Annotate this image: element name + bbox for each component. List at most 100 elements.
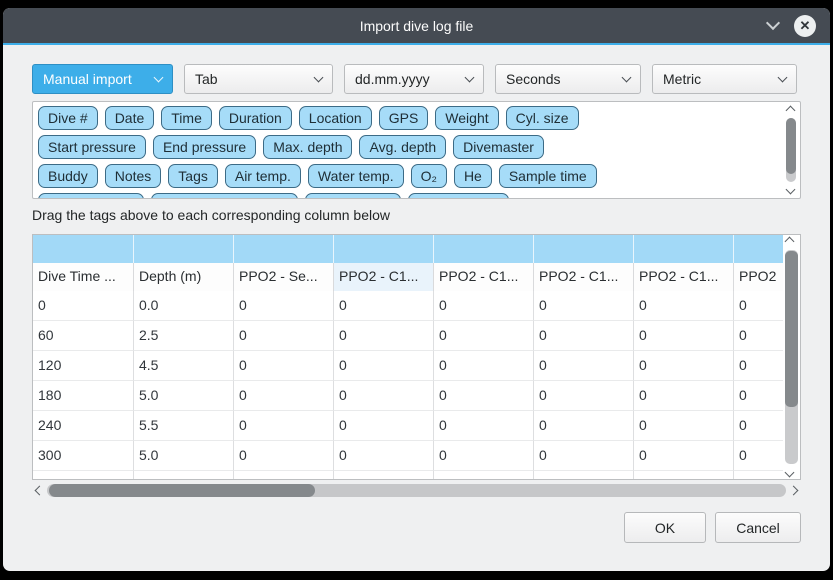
tag-sample-po[interactable]: Sample pO₂	[305, 193, 401, 198]
table-cell: 0	[334, 381, 434, 411]
drop-target-cell[interactable]	[334, 235, 434, 263]
column-header-ppo2-c1[interactable]: PPO2 - C1...	[434, 263, 534, 291]
tag-location[interactable]: Location	[298, 106, 372, 130]
column-header-ppo2-c1[interactable]: PPO2 - C1...	[534, 263, 634, 291]
import-options-row: Manual import Tab dd.mm.yyyy Seconds Metric	[32, 64, 801, 94]
tag-gps[interactable]: GPS	[378, 106, 429, 130]
chevron-down-icon	[777, 72, 788, 82]
tag-weight[interactable]: Weight	[435, 106, 499, 130]
tag-end-pressure[interactable]: End pressure	[152, 135, 257, 159]
combo-value: Seconds	[506, 71, 561, 87]
column-header-ppo2-se[interactable]: PPO2 - Se...	[234, 263, 334, 291]
table-cell: 0	[334, 411, 434, 441]
combo-metric[interactable]: Metric	[652, 64, 797, 94]
table-cell: 0	[434, 291, 534, 321]
table-cell: 0	[234, 291, 334, 321]
scroll-thumb[interactable]	[49, 484, 316, 497]
tag-duration[interactable]: Duration	[218, 106, 292, 130]
tag-he[interactable]: He	[453, 164, 492, 188]
tag-buddy[interactable]: Buddy	[38, 164, 98, 188]
table-cell: 5.0	[134, 381, 234, 411]
drop-target-cell[interactable]	[33, 235, 134, 263]
table-cell	[434, 471, 534, 479]
table-cell: 0	[634, 441, 734, 471]
close-button[interactable]: ✕	[794, 14, 816, 37]
table-cell: 0	[634, 411, 734, 441]
titlebar[interactable]: Import dive log file ✕	[3, 8, 830, 45]
combo-tab[interactable]: Tab	[184, 64, 333, 94]
scroll-up-icon[interactable]	[785, 105, 796, 116]
tag-pool-scrollbar[interactable]	[784, 104, 798, 196]
tag-time[interactable]: Time	[161, 106, 212, 130]
scroll-track[interactable]	[47, 484, 786, 497]
chevron-down-icon	[621, 72, 632, 82]
cancel-button[interactable]: Cancel	[715, 512, 801, 543]
tag-row: Sample depth Sample temperature Sample pO₂…	[38, 193, 780, 198]
tag-water-temp[interactable]: Water temp.	[307, 164, 404, 188]
table-vertical-scrollbar[interactable]	[783, 235, 800, 479]
table-cell: 0	[534, 411, 634, 441]
tag-date[interactable]: Date	[104, 106, 155, 130]
drop-target-cell[interactable]	[634, 235, 734, 263]
table-row: 180 5.0 0 0 0 0 0 0	[33, 381, 783, 411]
combo-manual-import[interactable]: Manual import	[32, 64, 173, 94]
table-cell: 0	[734, 411, 783, 441]
tag-row: Buddy Notes Tags Air temp. Water temp. O₂ He Sa…	[38, 164, 780, 188]
tag-notes[interactable]: Notes	[104, 164, 162, 188]
table-cell: 0	[634, 291, 734, 321]
tag-sample-temperature[interactable]: Sample temperature	[151, 193, 299, 198]
table-cell: 0	[334, 441, 434, 471]
dialog-buttons: OK Cancel	[32, 512, 801, 543]
tag-tags[interactable]: Tags	[168, 164, 218, 188]
drop-target-cell[interactable]	[734, 235, 783, 263]
tag-divemaster[interactable]: Divemaster	[453, 135, 544, 159]
table-cell: 0	[334, 291, 434, 321]
table-row: 120 4.5 0 0 0 0 0 0	[33, 351, 783, 381]
drop-target-cell[interactable]	[434, 235, 534, 263]
ok-button[interactable]: OK	[624, 512, 706, 543]
scroll-down-icon[interactable]	[784, 467, 795, 478]
dialog-content: Manual import Tab dd.mm.yyyy Seconds Metric …	[3, 45, 830, 543]
drop-target-cell[interactable]	[234, 235, 334, 263]
combo-value: Metric	[663, 71, 702, 87]
column-header-ppo2-c1[interactable]: PPO2 - C1...	[334, 263, 434, 291]
tag-start-pressure[interactable]: Start pressure	[38, 135, 146, 159]
tag-sample-cns[interactable]: Sample CNS	[407, 193, 509, 198]
table-cell: 300	[33, 441, 134, 471]
tag-sample-time[interactable]: Sample time	[498, 164, 597, 188]
table-cell: 0	[734, 291, 783, 321]
tag-avg-depth[interactable]: Avg. depth	[359, 135, 447, 159]
tag-max-depth[interactable]: Max. depth	[263, 135, 353, 159]
table-frame: Dive Time ... Depth (m) PPO2 - Se... PPO2 -…	[32, 234, 801, 480]
column-header-ppo2[interactable]: PPO2	[734, 263, 783, 291]
table-cell: 0	[734, 441, 783, 471]
scroll-right-icon[interactable]	[788, 485, 799, 496]
drop-target-cell[interactable]	[134, 235, 234, 263]
scroll-thumb[interactable]	[785, 251, 798, 407]
dialog-title: Import dive log file	[359, 17, 474, 34]
table-horizontal-scrollbar[interactable]	[32, 482, 801, 500]
table-cell: 0	[434, 441, 534, 471]
column-header-dive-time[interactable]: Dive Time ...	[33, 263, 134, 291]
tag-o[interactable]: O₂	[410, 164, 447, 188]
drop-target-cell[interactable]	[534, 235, 634, 263]
chevron-down-icon	[153, 72, 164, 82]
scroll-thumb[interactable]	[786, 118, 796, 174]
column-header-depth-m[interactable]: Depth (m)	[134, 263, 234, 291]
combo-seconds[interactable]: Seconds	[495, 64, 641, 94]
scroll-up-icon[interactable]	[784, 236, 795, 247]
tag-dive[interactable]: Dive #	[38, 106, 98, 130]
combo-value: dd.mm.yyyy	[355, 71, 430, 87]
table-cell: 0	[534, 291, 634, 321]
table-cell: 5.5	[134, 411, 234, 441]
table-cell: 0	[33, 291, 134, 321]
tag-cyl-size[interactable]: Cyl. size	[505, 106, 579, 130]
column-header-ppo2-c1[interactable]: PPO2 - C1...	[634, 263, 734, 291]
chevron-down-icon[interactable]	[765, 15, 781, 31]
tag-sample-depth[interactable]: Sample depth	[38, 193, 145, 198]
combo-dd-mm-yyyy[interactable]: dd.mm.yyyy	[344, 64, 484, 94]
tag-air-temp[interactable]: Air temp.	[224, 164, 301, 188]
combo-value: Manual import	[43, 71, 132, 87]
scroll-left-icon[interactable]	[34, 485, 45, 496]
scroll-down-icon[interactable]	[785, 184, 796, 195]
